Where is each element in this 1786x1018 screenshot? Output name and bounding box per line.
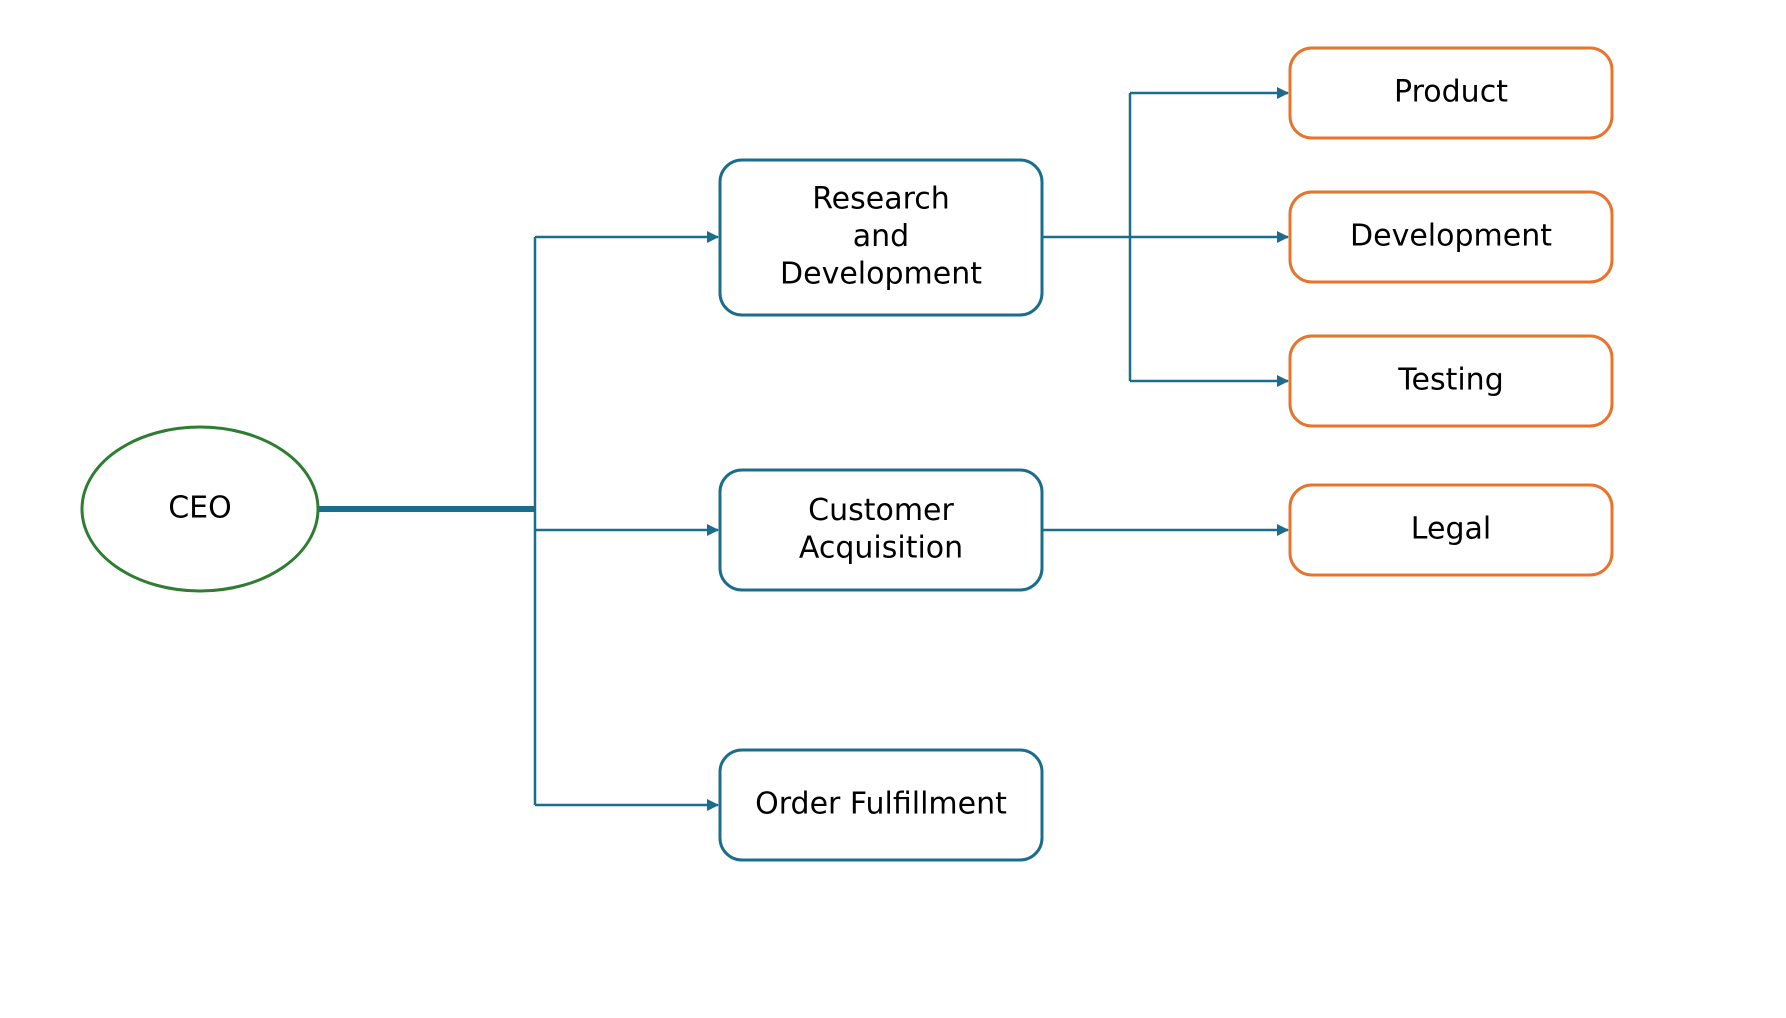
node-dev: Development bbox=[1290, 192, 1612, 282]
node-prod-label-line-0: Product bbox=[1394, 75, 1508, 110]
node-test-label-line-0: Testing bbox=[1397, 363, 1503, 398]
node-prod: Product bbox=[1290, 48, 1612, 138]
node-rnd: ResearchandDevelopment bbox=[720, 160, 1042, 315]
node-test: Testing bbox=[1290, 336, 1612, 426]
node-legal-label-line-0: Legal bbox=[1411, 512, 1491, 547]
node-rnd-label-line-2: Development bbox=[780, 257, 982, 292]
node-cust-label-line-0: Customer bbox=[808, 493, 954, 528]
node-cust-label-line-1: Acquisition bbox=[799, 530, 963, 565]
node-legal: Legal bbox=[1290, 485, 1612, 575]
node-ord: Order Fulfillment bbox=[720, 750, 1042, 860]
node-cust: CustomerAcquisition bbox=[720, 470, 1042, 590]
node-dev-label-line-0: Development bbox=[1350, 219, 1552, 254]
node-rnd-label-line-0: Research bbox=[812, 182, 950, 217]
node-ceo-label: CEO bbox=[168, 491, 232, 526]
node-ord-label-line-0: Order Fulfillment bbox=[755, 787, 1007, 822]
org-tree-diagram: CEOResearchandDevelopmentCustomerAcquisi… bbox=[0, 0, 1786, 1018]
node-ceo: CEO bbox=[82, 427, 318, 591]
node-rnd-label-line-1: and bbox=[853, 219, 909, 254]
